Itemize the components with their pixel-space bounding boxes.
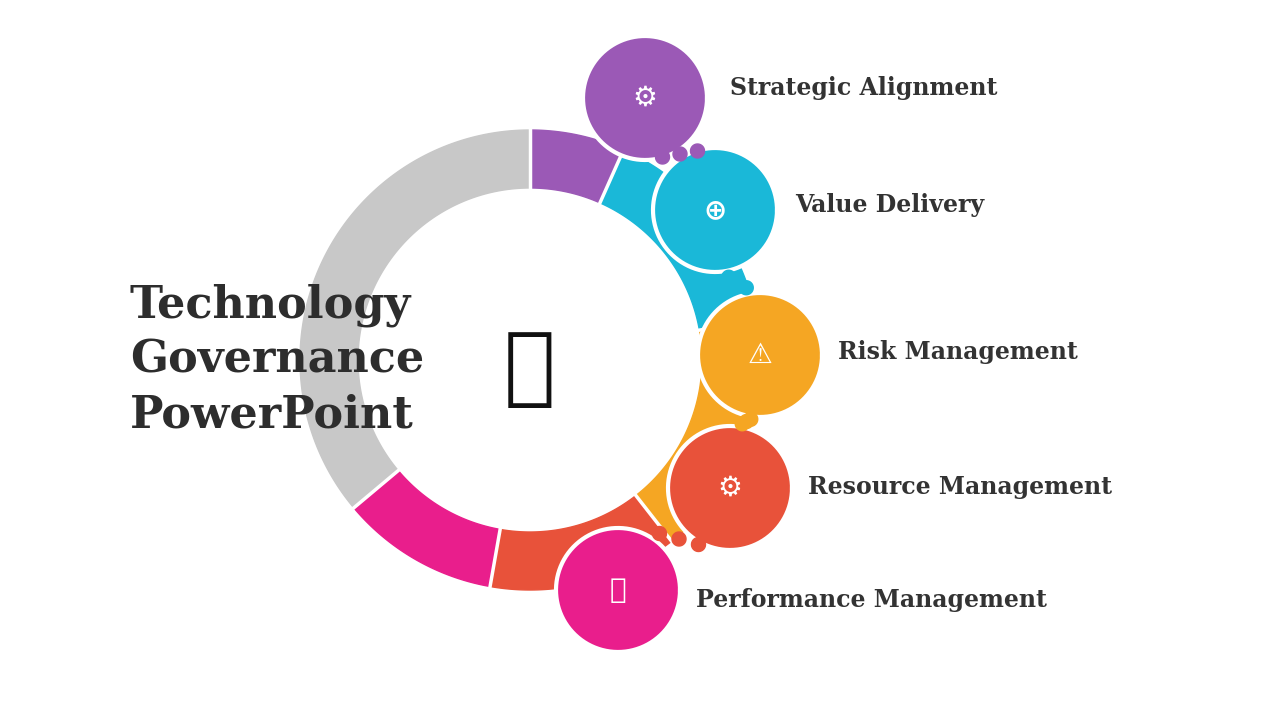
Polygon shape [655,150,669,164]
Polygon shape [600,150,756,330]
Polygon shape [744,413,758,426]
Text: Resource Management: Resource Management [808,475,1112,499]
Polygon shape [668,426,792,550]
Text: Value Delivery: Value Delivery [795,193,984,217]
Text: ⚠: ⚠ [748,341,772,369]
Polygon shape [673,147,687,161]
Text: ⊕: ⊕ [704,196,727,224]
Polygon shape [653,148,777,272]
Polygon shape [691,538,705,552]
Text: Strategic Alignment: Strategic Alignment [730,76,997,100]
Text: ⚙: ⚙ [718,474,742,502]
Text: ⚙: ⚙ [632,84,658,112]
Polygon shape [582,36,707,160]
Polygon shape [636,320,760,541]
Polygon shape [653,526,667,541]
Polygon shape [530,130,623,203]
Text: 📊: 📊 [609,576,626,604]
Polygon shape [353,471,500,587]
Polygon shape [735,417,749,431]
Text: Risk Management: Risk Management [838,340,1078,364]
Text: Performance Management: Performance Management [696,588,1047,612]
Polygon shape [556,528,680,652]
Polygon shape [740,281,753,294]
Polygon shape [300,130,530,508]
Polygon shape [698,293,822,417]
Polygon shape [690,144,704,158]
Text: 🏛: 🏛 [504,328,556,412]
Polygon shape [731,276,745,289]
Polygon shape [490,495,672,590]
Polygon shape [672,532,686,546]
Polygon shape [722,270,736,284]
Polygon shape [740,415,754,428]
Text: Technology
Governance
PowerPoint: Technology Governance PowerPoint [131,284,424,436]
